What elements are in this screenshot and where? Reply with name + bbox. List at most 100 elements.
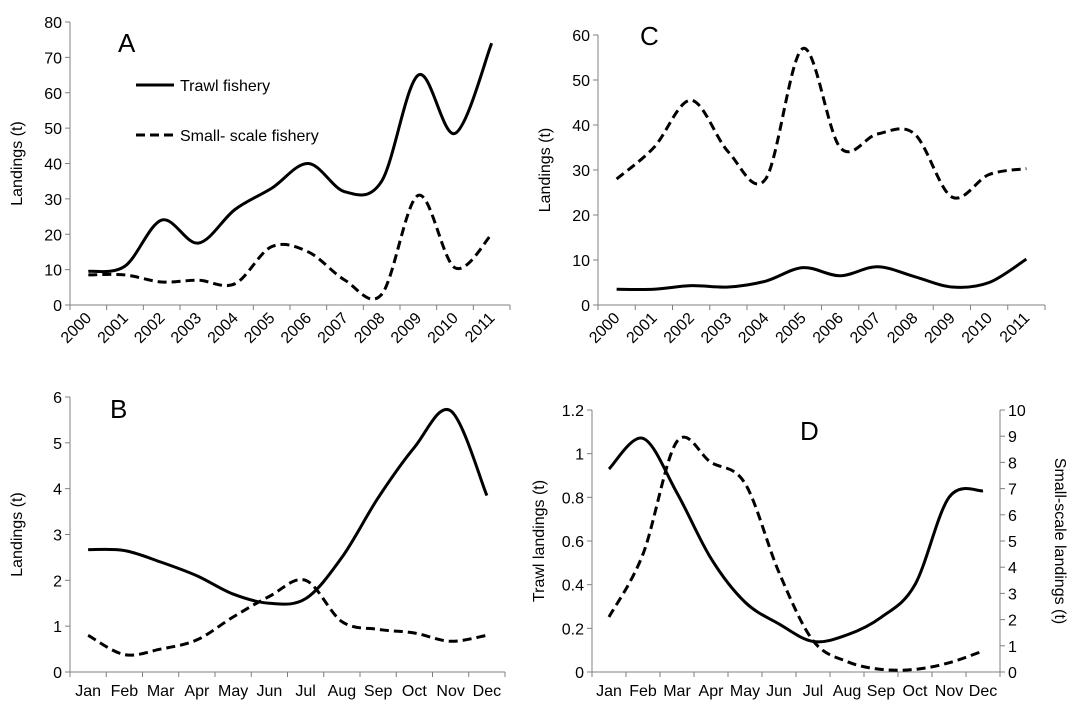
y-tick-label: 0.2 [562,621,584,638]
x-tick-label: 2008 [351,310,388,347]
x-tick-label: Feb [629,683,657,700]
x-tick-label: 2001 [624,310,661,347]
x-tick-label: 2011 [462,310,498,346]
x-tick-label: 2002 [131,310,168,347]
panel-label: B [110,394,127,424]
series-line [87,578,488,657]
y2-tick-label: 8 [1008,455,1017,472]
y-tick-label: 0.4 [562,578,584,595]
y-tick-label: 10 [44,263,62,280]
x-tick-label: 2003 [168,310,205,347]
y-tick-label: 5 [53,436,62,453]
y2-tick-label: 2 [1008,613,1017,630]
y2-tick-label: 6 [1008,508,1017,525]
x-tick-label: Nov [436,683,464,700]
y2-tick-label: 0 [1008,665,1017,682]
y2-tick-label: 9 [1008,429,1017,446]
x-tick-label: Dec [473,683,501,700]
y2-tick-label: 3 [1008,586,1017,603]
y-tick-label: 3 [53,528,62,545]
legend-label: Trawl fishery [180,78,270,95]
x-tick-label: Sep [364,683,393,700]
x-tick-label: Jun [256,683,282,700]
x-tick-label: Feb [111,683,139,700]
y-tick-label: 0 [581,298,590,315]
x-tick-label: 2010 [959,310,996,347]
x-tick-label: 2000 [586,310,623,347]
x-tick-label: Dec [969,683,997,700]
y2-axis-label: Small-scale landings (t) [1051,458,1068,624]
x-tick-label: 2007 [315,310,352,347]
y-tick-label: 40 [572,118,590,135]
legend-label: Small- scale fishery [180,128,319,145]
series-line [607,436,984,644]
y2-tick-label: 4 [1008,560,1017,577]
y-tick-label: 80 [44,15,62,32]
panel-label: D [800,416,819,446]
y-tick-label: 1 [53,619,62,636]
x-tick-label: 2005 [241,310,278,347]
y-tick-label: 1.2 [562,403,584,420]
y-tick-label: 40 [44,157,62,174]
y-axis-label: Landings (t) [9,121,26,206]
x-tick-label: 2011 [997,310,1033,346]
series-line [88,42,494,274]
y2-tick-label: 5 [1008,534,1017,551]
x-tick-label: 2005 [773,310,810,347]
x-tick-label: Jul [295,683,315,700]
y-tick-label: 0.6 [562,534,584,551]
y2-tick-label: 10 [1008,403,1026,420]
y-tick-label: 10 [572,253,590,270]
y-tick-label: 0 [53,665,62,682]
y-tick-label: 50 [572,73,590,90]
panel: 0 1 2 3 4 5 6 Jan Feb Mar Apr May Jun Jul Aug Sep Oct Nov… [9,390,506,700]
x-tick-label: Oct [402,683,427,700]
x-tick-label: Apr [699,683,725,700]
y-tick-label: 20 [572,208,590,225]
y-tick-label: 4 [53,482,62,499]
x-tick-label: 2006 [810,310,847,347]
series-line [615,47,1027,200]
y-tick-label: 1 [575,447,584,464]
x-tick-label: May [730,683,760,700]
x-tick-label: 2000 [58,310,95,347]
x-tick-label: Oct [903,683,928,700]
y-tick-label: 50 [44,121,62,138]
x-tick-label: 2004 [735,310,772,347]
x-tick-label: Aug [328,683,356,700]
x-tick-label: Aug [833,683,861,700]
x-tick-label: 2010 [425,310,462,347]
x-tick-label: 2001 [95,310,132,347]
y-tick-label: 6 [53,390,62,407]
x-tick-label: Sep [867,683,896,700]
x-tick-label: 2006 [278,310,315,347]
y-tick-label: 60 [572,28,590,45]
y-tick-label: 20 [44,227,62,244]
x-tick-label: Apr [184,683,210,700]
x-tick-label: Mar [663,683,691,700]
y-axis-label: Landings (t) [537,128,554,213]
series-line [607,435,984,672]
y-tick-label: 70 [44,50,62,67]
y2-tick-label: 1 [1008,639,1017,656]
y-axis-label: Landings (t) [9,492,26,577]
y-axis-label: Trawl landings (t) [531,480,548,602]
x-tick-label: Jan [75,683,101,700]
x-tick-label: Nov [935,683,963,700]
x-tick-label: Jun [766,683,792,700]
y-tick-label: 0.8 [562,490,584,507]
y-tick-label: 30 [572,163,590,180]
series-line [88,193,493,301]
x-tick-label: 2004 [205,310,242,347]
x-tick-label: Jul [803,683,823,700]
panel-label: C [640,21,659,51]
y2-tick-label: 7 [1008,482,1017,499]
panel: 0 0.2 0.4 0.6 0.8 1 1.2 0 1 2 3 4 5 6 7 8 9 10 Small-scale… [531,403,1068,700]
x-tick-label: 2009 [388,310,425,347]
x-tick-label: Jan [596,683,622,700]
x-tick-label: 2008 [884,310,921,347]
